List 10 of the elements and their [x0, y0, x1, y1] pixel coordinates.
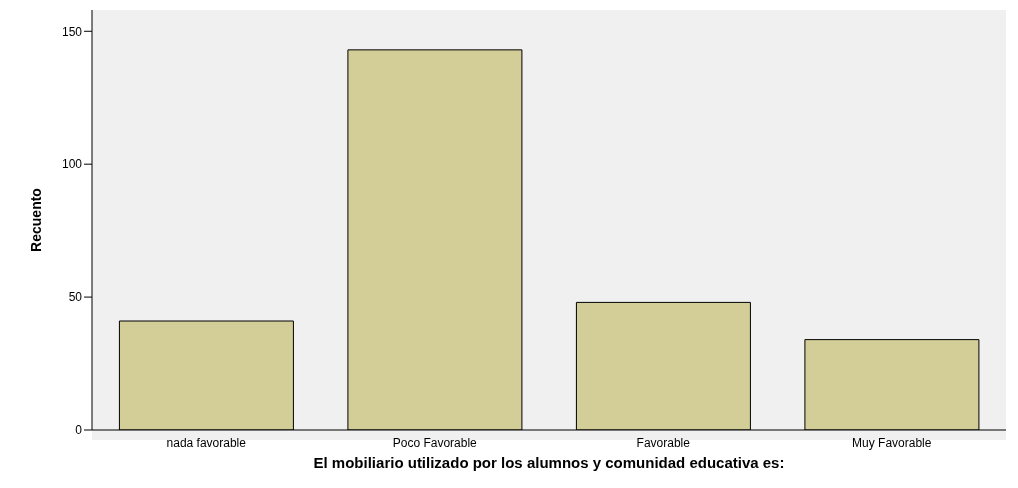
x-tick-label: Poco Favorable: [392, 435, 478, 450]
y-axis-title: Recuento: [27, 188, 44, 252]
y-tick-label: 50: [68, 290, 83, 305]
x-tick-label: Favorable: [636, 435, 691, 450]
x-tick-label: nada favorable: [166, 435, 247, 450]
x-tick-label: Muy Favorable: [852, 435, 932, 450]
y-tick-label: 150: [61, 24, 83, 39]
y-tick-label: 0: [75, 423, 83, 438]
y-tick-label: 100: [61, 157, 83, 172]
x-axis-title: El mobiliario utilizado por los alumnos y comunidad educativa es:: [313, 454, 785, 471]
